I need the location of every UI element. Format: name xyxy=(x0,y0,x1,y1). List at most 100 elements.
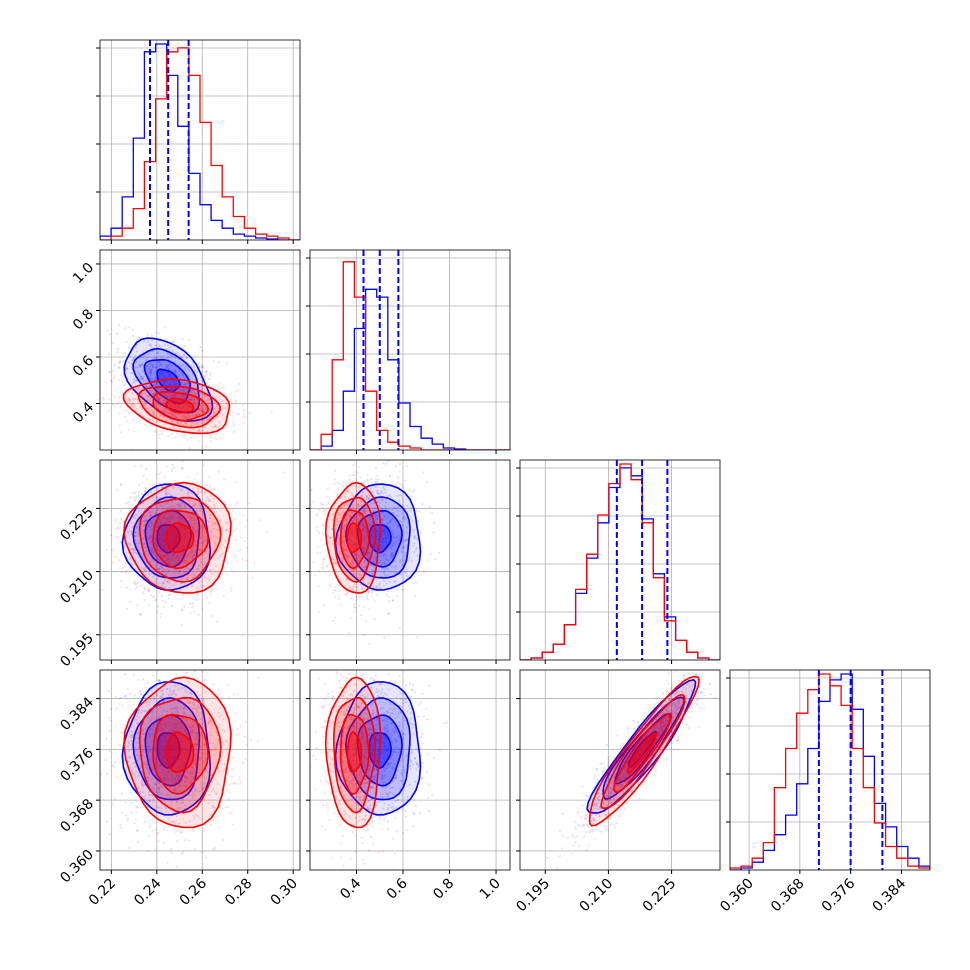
sample-point xyxy=(200,531,203,534)
sample-point xyxy=(162,722,165,725)
sample-point xyxy=(199,718,202,721)
sample-point xyxy=(201,787,204,790)
sample-point xyxy=(232,509,235,512)
sample-point xyxy=(188,551,191,554)
sample-point xyxy=(213,408,216,411)
sample-point xyxy=(134,549,137,552)
sample-point xyxy=(161,416,164,419)
sample-point xyxy=(153,581,156,584)
sample-point xyxy=(171,716,174,719)
sample-point xyxy=(179,543,182,546)
sample-point xyxy=(183,547,186,550)
sample-point xyxy=(143,821,146,824)
sample-point xyxy=(200,580,203,583)
sample-point xyxy=(192,503,196,507)
sample-point xyxy=(148,343,151,346)
sample-point xyxy=(165,688,168,691)
sample-point xyxy=(213,521,216,525)
sample-point xyxy=(159,371,162,374)
sample-point xyxy=(152,717,155,720)
sample-point xyxy=(203,571,206,575)
sample-point xyxy=(352,570,355,573)
sample-point xyxy=(121,704,124,708)
sample-point xyxy=(162,750,165,753)
sample-point xyxy=(183,414,186,418)
sample-point xyxy=(157,791,160,794)
sample-point xyxy=(356,521,359,524)
sample-point xyxy=(185,415,188,418)
sample-point xyxy=(351,520,354,523)
sample-point xyxy=(392,542,395,545)
sample-point xyxy=(212,508,215,511)
sample-point xyxy=(196,549,199,552)
sample-point xyxy=(356,528,359,531)
sample-point xyxy=(150,519,153,523)
sample-point xyxy=(176,548,179,551)
sample-point xyxy=(413,542,416,545)
sample-point xyxy=(161,566,164,569)
sample-point xyxy=(140,406,143,409)
sample-point xyxy=(328,541,332,544)
sample-point xyxy=(386,522,389,525)
sample-point xyxy=(133,581,136,584)
sample-point xyxy=(385,507,388,510)
sample-point xyxy=(160,509,164,512)
sample-point xyxy=(193,553,196,557)
sample-point xyxy=(192,544,196,547)
sample-point xyxy=(152,550,155,554)
sample-point xyxy=(178,389,181,392)
sample-point xyxy=(374,554,377,557)
sample-point xyxy=(191,562,194,565)
sample-point xyxy=(209,550,212,553)
sample-point xyxy=(182,587,185,590)
sample-point xyxy=(338,556,341,559)
sample-point xyxy=(134,521,137,524)
sample-point xyxy=(322,524,325,528)
sample-point xyxy=(218,706,221,709)
sample-point xyxy=(154,411,157,414)
sample-point xyxy=(372,536,375,539)
sample-point xyxy=(132,547,135,550)
sample-point xyxy=(177,503,180,506)
sample-point xyxy=(132,516,136,519)
sample-point xyxy=(183,522,186,525)
sample-point xyxy=(131,734,134,737)
sample-point xyxy=(163,403,166,406)
sample-point xyxy=(163,530,166,533)
sample-point xyxy=(199,345,202,348)
sample-point xyxy=(158,437,161,440)
sample-point xyxy=(205,408,208,411)
sample-point xyxy=(162,544,165,547)
sample-point xyxy=(147,588,150,591)
sample-point xyxy=(120,517,123,521)
sample-point xyxy=(178,394,182,397)
sample-point xyxy=(159,616,162,619)
sample-point xyxy=(367,557,370,560)
sample-point xyxy=(147,776,150,780)
sample-point xyxy=(161,486,164,489)
sample-point xyxy=(156,360,159,363)
sample-point xyxy=(178,527,181,530)
sample-point xyxy=(213,747,216,750)
sample-point xyxy=(169,728,172,731)
sample-point xyxy=(355,553,358,556)
sample-point xyxy=(138,754,141,757)
sample-point xyxy=(162,516,165,519)
sample-point xyxy=(185,403,188,406)
sample-point xyxy=(376,514,379,517)
sample-point xyxy=(115,332,119,335)
sample-point xyxy=(358,539,361,543)
sample-point xyxy=(161,570,165,573)
sample-point xyxy=(144,370,147,374)
sample-point xyxy=(182,850,185,853)
sample-point xyxy=(388,580,391,584)
sample-point xyxy=(368,479,371,482)
sample-point xyxy=(332,562,335,565)
sample-point xyxy=(168,582,171,585)
sample-point xyxy=(131,389,134,392)
sample-point xyxy=(181,800,184,804)
sample-point xyxy=(362,536,365,539)
sample-point xyxy=(347,631,350,634)
sample-point xyxy=(363,525,366,528)
sample-point xyxy=(154,429,157,433)
